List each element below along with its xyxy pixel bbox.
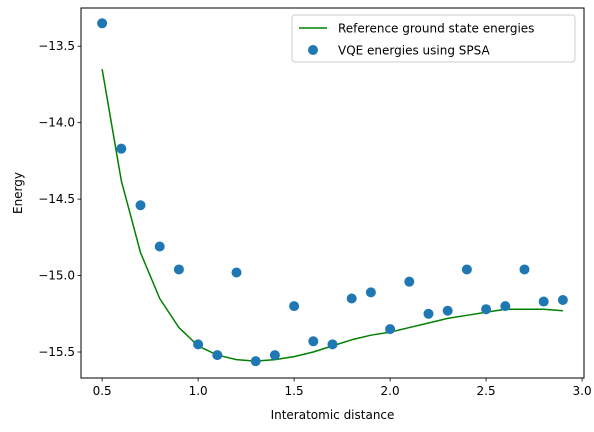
vqe-point	[250, 356, 261, 367]
vqe-point	[327, 339, 338, 350]
plot-background	[81, 8, 584, 378]
vqe-point	[481, 304, 492, 315]
vqe-point	[423, 308, 434, 319]
y-tick-label: −15.0	[38, 269, 75, 283]
x-tick-label: 2.0	[381, 384, 400, 398]
x-tick-label: 3.0	[573, 384, 592, 398]
legend-label-reference: Reference ground state energies	[338, 22, 534, 36]
vqe-point	[442, 305, 453, 316]
y-axis-ticks: −13.5 −14.0 −14.5 −15.0 −15.5	[38, 39, 81, 359]
vqe-point	[97, 18, 108, 29]
vqe-point	[346, 293, 357, 304]
vqe-points-group	[97, 18, 568, 367]
x-tick-label: 1.5	[285, 384, 304, 398]
x-tick-label: 0.5	[93, 384, 112, 398]
x-axis-label: Interatomic distance	[271, 408, 395, 422]
y-tick-label: −13.5	[38, 39, 75, 53]
y-tick-label: −14.5	[38, 192, 75, 206]
vqe-point	[154, 241, 165, 252]
legend: Reference ground state energies VQE ener…	[291, 14, 576, 63]
vqe-point	[212, 350, 223, 361]
vqe-point	[173, 264, 184, 275]
vqe-point	[557, 295, 568, 306]
vqe-point	[116, 143, 127, 154]
vqe-point	[461, 264, 472, 275]
x-axis-ticks: 0.5 1.0 1.5 2.0 2.5 3.0	[93, 378, 592, 398]
vqe-point	[269, 350, 280, 361]
vqe-point	[404, 276, 415, 287]
vqe-point	[231, 267, 242, 278]
legend-label-vqe: VQE energies using SPSA	[338, 44, 490, 58]
plot-frame	[80, 7, 585, 379]
vqe-point	[538, 296, 549, 307]
vqe-point	[289, 301, 300, 312]
x-tick-label: 1.0	[189, 384, 208, 398]
vqe-point	[385, 324, 396, 335]
y-tick-label: −15.5	[38, 345, 75, 359]
vqe-point	[365, 287, 376, 298]
vqe-point	[308, 336, 319, 347]
vqe-point	[500, 301, 511, 312]
vqe-point	[135, 200, 146, 211]
y-axis-label: Energy	[11, 172, 25, 214]
legend-box	[291, 14, 576, 63]
vqe-point	[519, 264, 530, 275]
vqe-point	[193, 339, 204, 350]
legend-marker-swatch	[308, 45, 318, 55]
y-tick-label: −14.0	[38, 116, 75, 130]
x-tick-label: 2.5	[477, 384, 496, 398]
